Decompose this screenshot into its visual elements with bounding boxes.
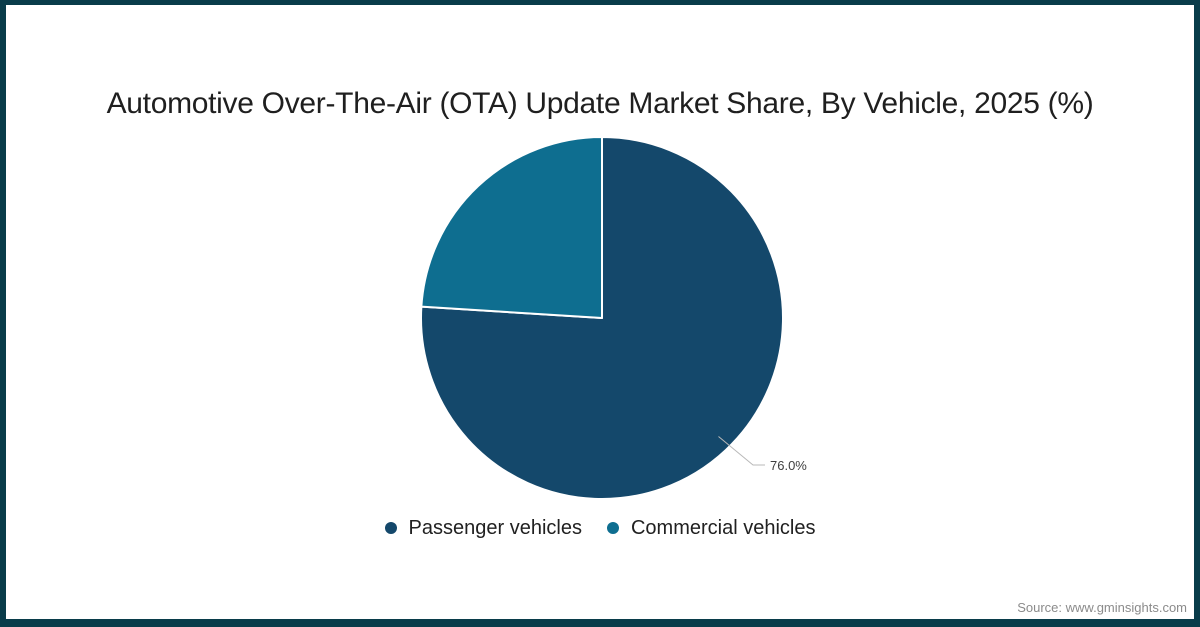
pie-slices [420, 136, 784, 500]
legend-item-passenger-vehicles: Passenger vehicles [384, 516, 582, 540]
legend-dot-passenger-icon [384, 522, 397, 534]
legend: Passenger vehicles Commercial vehicles [6, 516, 1194, 540]
chart-title: Automotive Over-The-Air (OTA) Update Mar… [106, 87, 1094, 120]
data-label-passenger-share: 76.0% [770, 458, 807, 473]
pie-slice-commercial-vehicles [420, 136, 603, 319]
legend-label-passenger: Passenger vehicles [408, 517, 582, 539]
legend-item-commercial-vehicles: Commercial vehicles [606, 516, 816, 540]
source-attribution: Source: www.gminsights.com [1017, 600, 1187, 615]
legend-label-commercial: Commercial vehicles [630, 517, 816, 539]
pie-slice-passenger-vehicles [420, 136, 784, 500]
legend-dot-commercial-icon [606, 522, 619, 534]
pie-chart: 76.0% [420, 136, 807, 500]
data-label-leader-line [718, 436, 765, 466]
